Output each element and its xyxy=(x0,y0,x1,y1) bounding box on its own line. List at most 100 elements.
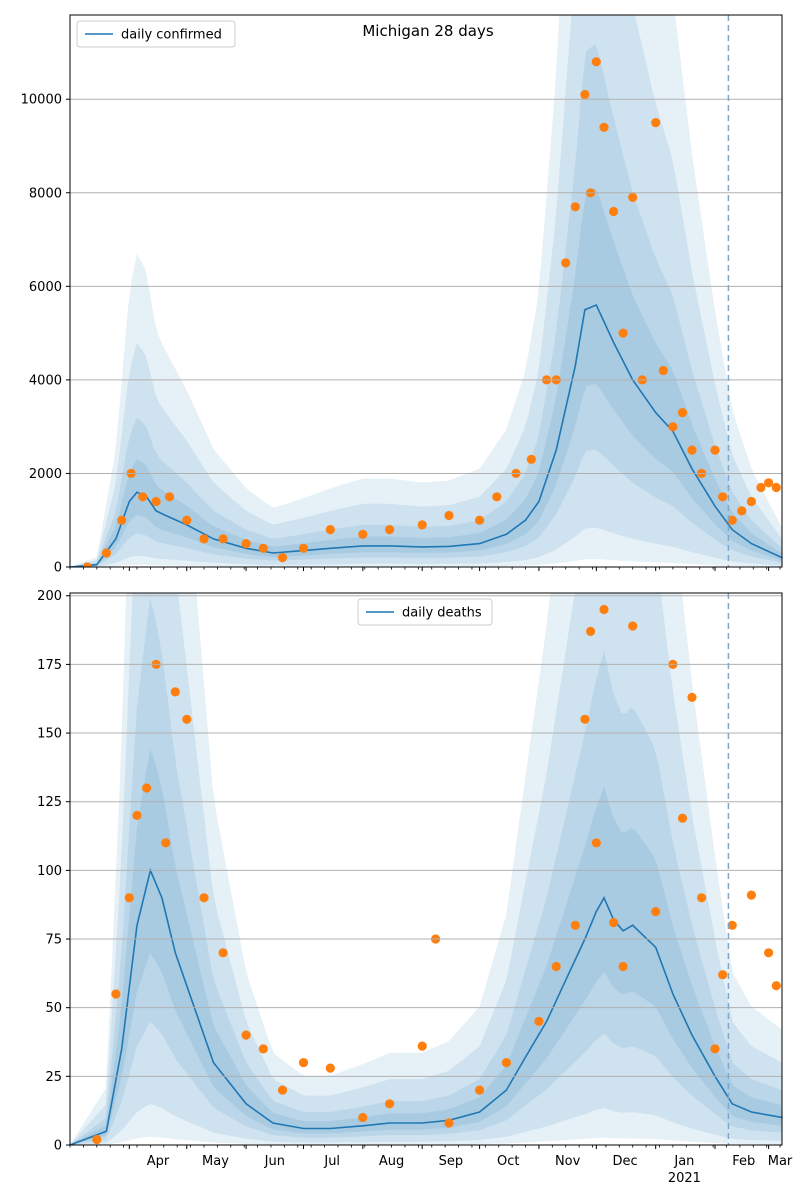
x-tick-label: Apr xyxy=(147,1154,170,1169)
data-point xyxy=(570,202,580,212)
x-tick-label: Aug xyxy=(379,1154,404,1169)
data-point xyxy=(628,621,638,631)
data-point xyxy=(561,258,571,268)
legend-label: daily confirmed xyxy=(121,28,222,43)
data-point xyxy=(385,525,395,535)
legend-box xyxy=(357,598,493,626)
uncertainty-band-2 xyxy=(70,598,782,1145)
x-tick-label: Jan xyxy=(673,1154,694,1169)
data-point xyxy=(241,1030,251,1040)
x-tick-label: Jul xyxy=(323,1154,340,1169)
data-point xyxy=(182,714,192,724)
x-tick-label: Mar xyxy=(768,1154,793,1169)
data-point xyxy=(298,1058,309,1068)
data-point xyxy=(151,496,161,507)
y-tick-label: 150 xyxy=(37,727,62,742)
y-tick-label: 6000 xyxy=(29,280,62,295)
data-point xyxy=(771,482,781,493)
data-point xyxy=(526,454,536,464)
y-tick-label: 200 xyxy=(37,589,62,604)
data-point xyxy=(697,893,707,903)
data-point xyxy=(727,515,737,525)
series-line-daily-confirmed xyxy=(70,303,782,567)
data-point xyxy=(385,1099,395,1109)
data-point xyxy=(718,970,728,980)
y-tick-label: 100 xyxy=(37,864,62,879)
data-point xyxy=(444,510,454,521)
x-tick-label: May xyxy=(202,1154,229,1169)
data-point xyxy=(551,961,561,972)
data-point xyxy=(417,520,427,530)
legend: daily confirmed xyxy=(76,20,236,48)
data-point xyxy=(737,506,747,516)
chart-title: Michigan 28 days xyxy=(362,22,493,40)
data-point xyxy=(746,496,757,507)
y-tick-label: 175 xyxy=(37,658,62,673)
y-tick-label: 0 xyxy=(54,1139,62,1154)
data-point xyxy=(534,1016,544,1026)
x-tick-label: Jun xyxy=(264,1154,285,1169)
y-tick-label: 10000 xyxy=(21,93,62,108)
data-point xyxy=(628,192,638,202)
data-point xyxy=(298,543,309,553)
data-point xyxy=(358,529,368,539)
y-tick-label: 50 xyxy=(45,1001,62,1016)
data-point xyxy=(199,893,209,903)
data-point xyxy=(241,539,251,549)
deaths-chart-panel: 0 25 50 75 100 125 150 175 200 Apr May Jun Jul Aug Sep… xyxy=(37,589,793,1186)
data-point xyxy=(651,907,661,917)
x-tick-label: Feb xyxy=(732,1154,755,1169)
data-point xyxy=(746,890,757,900)
uncertainty-band-3 xyxy=(70,15,782,567)
data-point xyxy=(727,920,737,930)
data-point xyxy=(718,492,728,502)
data-point xyxy=(117,515,127,525)
data-point xyxy=(258,1044,268,1054)
data-point xyxy=(599,122,609,132)
data-point xyxy=(764,478,774,488)
x-tick-year-label: 2021 xyxy=(668,1171,701,1186)
data-point xyxy=(82,562,92,567)
data-point xyxy=(182,515,192,525)
data-point xyxy=(651,118,661,128)
data-point xyxy=(658,365,668,376)
uncertainty-band-3 xyxy=(70,593,782,1145)
y-tick-label: 0 xyxy=(54,561,62,576)
data-point xyxy=(710,1044,720,1054)
data-point xyxy=(258,543,268,553)
legend-label: daily deaths xyxy=(402,606,482,621)
uncertainty-band-4 xyxy=(70,593,782,1145)
data-point xyxy=(599,604,609,615)
y-tick-label: 8000 xyxy=(29,186,62,201)
data-point xyxy=(475,515,485,525)
y-tick-label: 4000 xyxy=(29,373,62,388)
plot-area xyxy=(70,593,782,1145)
data-point xyxy=(164,492,175,502)
data-point xyxy=(668,422,678,432)
data-point xyxy=(618,961,628,972)
data-point xyxy=(92,1134,102,1145)
data-point xyxy=(609,918,619,928)
legend: daily deaths xyxy=(357,598,493,626)
data-point xyxy=(771,981,781,991)
series-line-daily-deaths xyxy=(70,867,782,1145)
data-point xyxy=(132,810,142,821)
x-tick-label: Dec xyxy=(612,1154,637,1169)
data-point xyxy=(492,492,502,502)
data-point xyxy=(687,692,697,703)
data-point xyxy=(142,783,152,793)
legend-box xyxy=(76,20,236,48)
y-tick-label: 75 xyxy=(45,933,62,948)
data-point xyxy=(277,1085,288,1095)
data-point xyxy=(101,548,111,558)
y-tick-label: 25 xyxy=(45,1070,62,1085)
confirmed-chart-panel: 0 2000 4000 6000 8000 10000 Michigan 28 days da… xyxy=(21,14,783,576)
data-point xyxy=(218,534,228,544)
data-point xyxy=(591,57,601,67)
axes-frame xyxy=(69,592,783,1146)
data-point xyxy=(138,492,148,502)
uncertainty-band-2 xyxy=(70,44,782,567)
uncertainty-band-1 xyxy=(70,187,782,567)
data-point xyxy=(475,1085,485,1095)
data-point xyxy=(586,626,596,637)
